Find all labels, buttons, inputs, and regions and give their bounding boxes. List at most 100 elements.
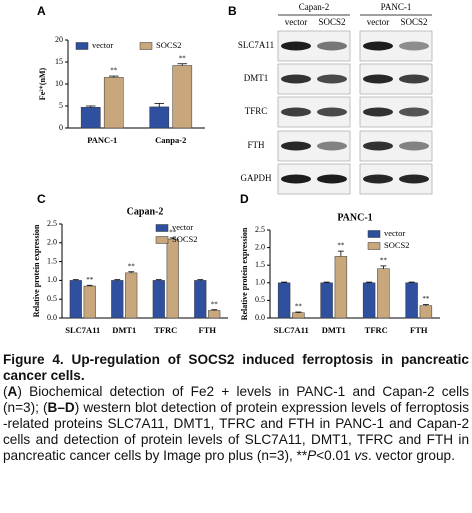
- error-bar: [197, 279, 204, 281]
- y-tick-label: 15: [55, 57, 63, 66]
- protein-label: FTH: [247, 140, 265, 150]
- bar: [405, 282, 418, 319]
- caption-text: ) western blot detection of protein expr…: [3, 400, 469, 463]
- blot-band: [363, 141, 393, 151]
- significance: **: [86, 276, 94, 284]
- error-bar: [72, 279, 79, 281]
- panel-label: C: [37, 192, 46, 206]
- error-bar: [337, 250, 344, 257]
- legend-label: vector: [384, 228, 405, 238]
- blot-band: [317, 141, 347, 151]
- legend-label: SOCS2: [384, 240, 410, 250]
- caption-text: . vector group.: [367, 448, 455, 463]
- bar: [419, 305, 433, 319]
- chart-title: Capan-2: [127, 206, 164, 217]
- bar: [208, 310, 221, 319]
- blot-band: [399, 107, 429, 117]
- y-tick-label: 10: [55, 79, 63, 88]
- x-tick-label: TFRC: [154, 325, 177, 335]
- bar: [111, 280, 124, 319]
- blot-group: Capan-2: [299, 2, 330, 12]
- caption-text: ) Biochemical detection of Fe2 + levels …: [3, 384, 469, 415]
- x-tick-label: FTH: [199, 325, 217, 335]
- blot-band: [363, 74, 393, 84]
- caption-text: A: [7, 384, 18, 399]
- blot-band: [317, 107, 347, 117]
- bar: [103, 77, 124, 129]
- x-tick-label: FTH: [410, 325, 428, 335]
- blot-band: [281, 141, 311, 151]
- caption-text: P: [307, 448, 317, 463]
- significance: **: [179, 54, 187, 62]
- blot-band: [363, 41, 393, 51]
- significance: **: [110, 67, 118, 75]
- error-bar: [422, 304, 429, 306]
- y-tick-label: 5: [59, 101, 63, 110]
- error-bar: [211, 309, 218, 311]
- error-bar: [114, 279, 121, 281]
- legend-swatch: [139, 42, 153, 50]
- y-tick-label: 2.0: [47, 238, 57, 247]
- error-bar: [128, 271, 135, 273]
- lane-label: vector: [285, 17, 308, 27]
- bar: [320, 282, 333, 319]
- lane-label: vector: [367, 17, 390, 27]
- error-bar: [380, 265, 387, 269]
- x-tick-label: TFRC: [365, 325, 388, 335]
- blot-band: [363, 174, 393, 184]
- error-bar: [281, 281, 288, 283]
- error-bar: [154, 102, 165, 107]
- bar: [152, 280, 165, 319]
- caption-text: (: [3, 384, 8, 399]
- legend-label: SOCS2: [172, 234, 198, 244]
- y-tick-label: 0.0: [47, 313, 57, 322]
- bar: [69, 280, 82, 319]
- significance: **: [337, 242, 345, 250]
- panel-label: A: [37, 4, 46, 18]
- caption-text: <0.01: [316, 448, 355, 463]
- blot-band: [281, 107, 311, 117]
- legend-label: vector: [172, 222, 193, 232]
- legend-swatch: [367, 242, 381, 250]
- y-tick-label: 20: [55, 35, 63, 44]
- legend-label: SOCS2: [156, 40, 182, 50]
- caption-text: B–D: [47, 400, 75, 415]
- blot-group: PANC-1: [381, 2, 412, 12]
- y-tick-label: 1.5: [47, 256, 57, 265]
- bar: [292, 312, 305, 319]
- lane-label: SOCS2: [400, 17, 427, 27]
- significance: **: [211, 300, 219, 308]
- blot-band: [399, 74, 429, 84]
- blot-band: [363, 107, 393, 117]
- bar: [362, 282, 376, 319]
- y-tick-label: 0.0: [255, 313, 265, 322]
- blot-band: [317, 174, 347, 184]
- caption-title: Figure 4. Up-regulation of SOCS2 induced…: [3, 352, 469, 383]
- legend-swatch: [367, 230, 381, 238]
- protein-label: DMT1: [244, 73, 269, 83]
- y-axis-label: Relative protein expression: [32, 224, 41, 317]
- bar: [149, 106, 170, 129]
- y-tick-label: 1.0: [255, 278, 265, 287]
- significance: **: [128, 262, 136, 270]
- bar: [334, 256, 348, 319]
- y-axis-label: Relative protein expression: [240, 227, 249, 320]
- y-tick-label: 0.5: [255, 295, 265, 304]
- x-tick-label: DMT1: [322, 325, 346, 335]
- bar: [194, 280, 207, 319]
- error-bar: [323, 281, 330, 283]
- caption-text: vs: [354, 448, 368, 463]
- bar: [125, 272, 138, 319]
- error-bar: [169, 237, 176, 240]
- x-tick-label: SLC7A11: [274, 325, 309, 335]
- bar: [80, 107, 101, 129]
- y-tick-label: 1.0: [47, 275, 57, 284]
- blot-band: [399, 141, 429, 151]
- y-tick-label: 1.5: [255, 260, 265, 269]
- x-tick-label: Canpa-2: [155, 135, 186, 145]
- significance: **: [169, 229, 177, 237]
- significance: **: [422, 295, 430, 303]
- caption-body: (A) Biochemical detection of Fe2 + level…: [3, 384, 469, 464]
- bar: [172, 65, 193, 129]
